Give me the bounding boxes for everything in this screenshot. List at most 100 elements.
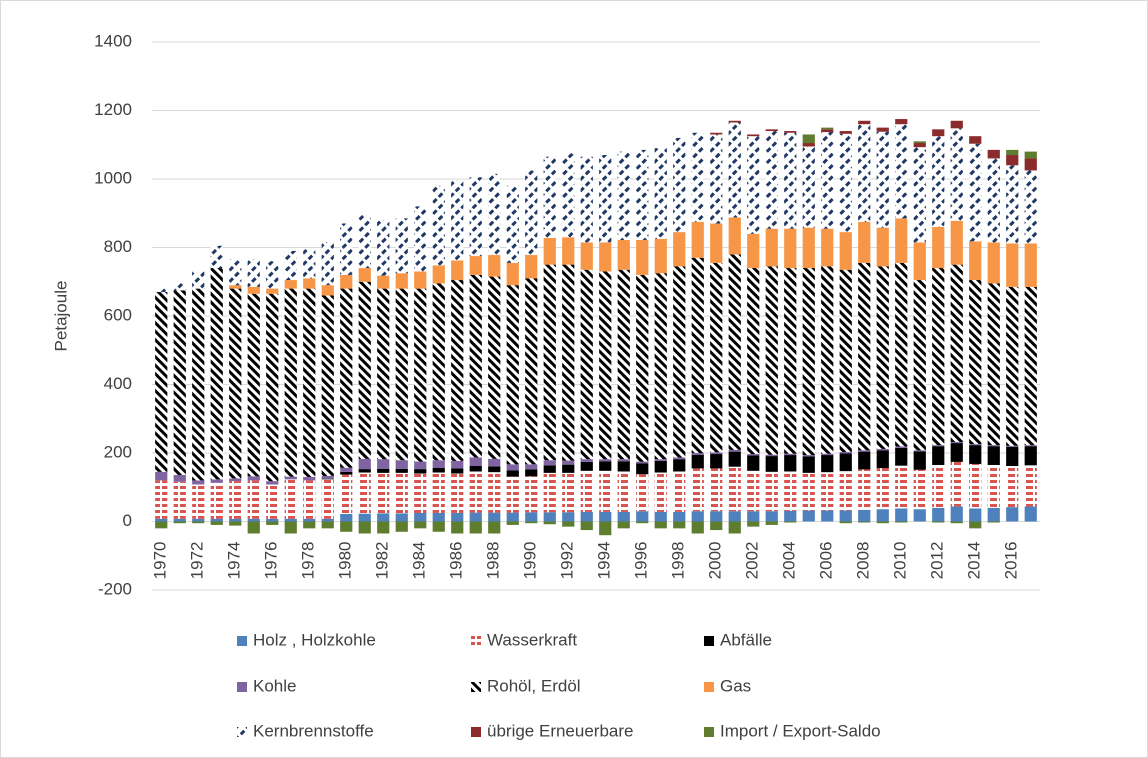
bar-segment [525,170,538,256]
bar-segment [839,453,852,472]
bar-segment [173,518,186,522]
bar-segment [229,259,242,286]
bar-segment [913,450,926,452]
x-tick-label: 1984 [410,542,429,580]
bar-segment [839,232,852,270]
bar-segment [1006,155,1019,166]
bar-segment [358,472,371,514]
bar-segment [876,127,889,132]
bar-segment [784,471,797,511]
bar-segment [710,262,723,453]
legend-label: Kernbrennstoffe [253,721,374,740]
bar-segment [654,472,667,512]
bar-segment [839,471,852,511]
bar-segment [950,120,963,129]
bar-segment [673,459,686,472]
bar-segment [710,132,723,135]
bar-segment [636,511,649,522]
bar-segment [321,242,334,286]
bar-segment [155,292,168,472]
bar-segment [728,451,741,467]
bar-segment [432,521,445,532]
bar-segment [784,228,797,269]
bar-segment [284,521,297,534]
bar-segment [266,521,279,525]
bar-segment [210,521,223,525]
bar-segment [340,513,353,522]
bar-segment [710,454,723,469]
bar-segment [1024,243,1037,287]
bar-segment [543,465,556,473]
bar-segment [765,131,778,229]
bar-segment [340,471,353,475]
bar-segment [229,481,242,519]
bar-segment [1024,445,1037,447]
bar-segment [876,509,889,522]
bar-segment [1024,446,1037,466]
bar-segment [451,512,464,522]
bar-segment [358,214,371,269]
bar-segment [932,129,945,137]
legend-label: Gas [720,676,751,695]
bar-segment [895,447,908,466]
bar-segment [950,521,963,524]
bar-segment [784,455,797,472]
bar-segment [839,521,852,524]
bar-segment [266,261,279,289]
bar-segment [987,507,1000,522]
bar-segment [802,268,815,456]
bar-segment [210,482,223,519]
bar-segment [155,288,168,293]
bar-segment [987,283,1000,446]
bar-segment [303,521,316,529]
bar-segment [1024,286,1037,446]
bar-segment [210,245,223,269]
bar-segment [876,448,889,451]
bar-segment [266,293,279,482]
bar-segment [876,266,889,449]
bar-segment [432,185,445,266]
bar-segment [691,454,704,469]
x-tick-label: 1980 [336,542,355,580]
bar-segment [358,458,371,470]
bar-segment [469,466,482,472]
bar-segment [821,228,834,267]
bar-segment [488,458,501,467]
bar-segment [636,149,649,240]
bar-segment [913,469,926,510]
bar-segment [636,239,649,275]
bar-segment [654,238,667,274]
bar-segment [636,521,649,524]
bar-segment [1024,465,1037,507]
bar-segment [784,453,797,456]
bar-segment [432,460,445,468]
bar-segment [895,446,908,448]
bar-segment [691,511,704,522]
bar-segment [599,271,612,460]
bar-segment [636,274,649,462]
bar-segment [451,280,464,461]
bar-segment [377,288,390,460]
bar-segment [580,521,593,531]
bar-segment [469,274,482,458]
bar-segment [432,512,445,522]
bar-segment [395,273,408,289]
x-tick-label: 1992 [558,542,577,580]
bar-segment [876,468,889,510]
legend-swatch [471,682,481,692]
bar-segment [358,521,371,534]
bar-segment [1006,466,1019,508]
bar-segment [155,480,168,519]
bar-segment [821,266,834,454]
bar-segment [1006,445,1019,447]
bar-segment [950,442,963,444]
bar-segment [562,512,575,522]
bar-segment [543,460,556,466]
legend-swatch [471,727,481,737]
bar-segment [543,156,556,238]
bar-segment [895,262,908,447]
bar-segment [950,443,963,462]
bar-segment [784,521,797,523]
bar-segment [543,237,556,265]
bar-segment [192,480,205,485]
